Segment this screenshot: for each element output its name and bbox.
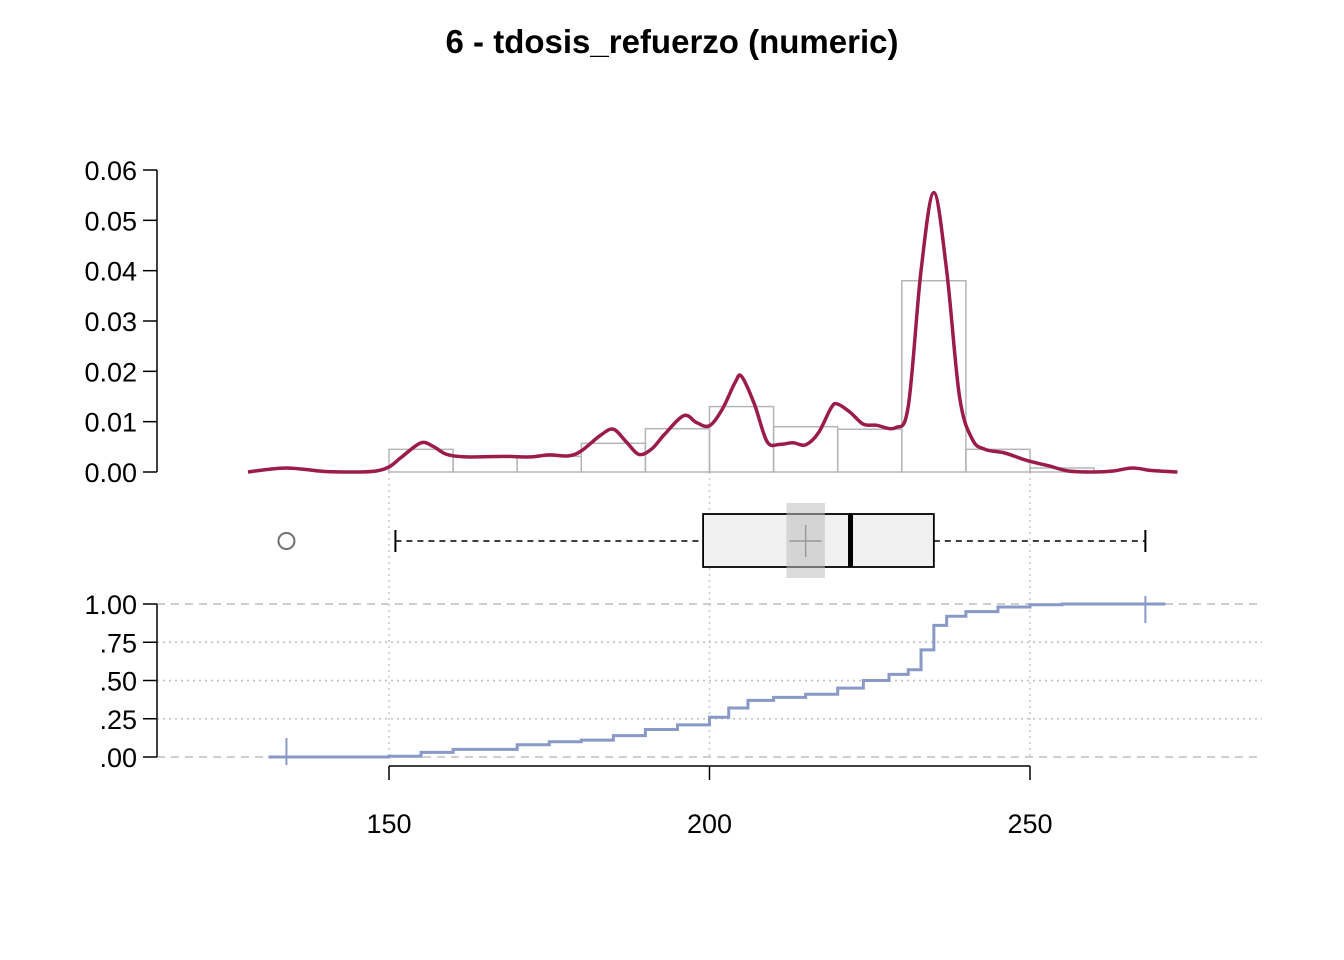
hist-y-tick-label: 0.04 (84, 257, 137, 287)
ecdf-step-line (286, 602, 1146, 759)
histogram-bar (452, 455, 518, 473)
x-tick-label: 150 (366, 809, 411, 839)
chart-title: 6 - tdosis_refuerzo (numeric) (446, 23, 899, 60)
hist-y-tick-label: 0.05 (84, 206, 137, 236)
histogram-bar (772, 425, 839, 473)
ecdf-y-tick-label: 1.00 (84, 590, 137, 620)
histogram-bar (836, 428, 903, 473)
histogram-bar (644, 427, 711, 473)
hist-y-tick-label: 0.03 (84, 307, 137, 337)
hist-y-tick-label: 0.02 (84, 357, 137, 387)
ecdf-plot (268, 596, 1166, 765)
hist-y-tick-label: 0.01 (84, 408, 137, 438)
histogram-bar (516, 455, 583, 473)
ecdf-y-tick-label: .00 (99, 743, 137, 773)
hist-y-tick-label: 0.06 (84, 156, 137, 186)
ecdf-y-tick-label: .50 (99, 667, 137, 697)
hist-y-tick-label: 0.00 (84, 458, 137, 488)
histogram (388, 279, 1095, 473)
outlier-point (277, 532, 296, 550)
histogram-bar (580, 442, 647, 473)
density-line (247, 190, 1178, 474)
axes: 0.00 0.01 0.02 0.03 0.04 0.05 0.06 .00 .25 .50 .75… (84, 156, 1052, 839)
density-curve (247, 190, 1178, 474)
x-tick-label: 250 (1007, 809, 1052, 839)
histogram-bar (901, 279, 967, 473)
ecdf-y-tick-label: .75 (99, 628, 137, 658)
x-tick-label: 200 (687, 809, 732, 839)
boxplot (277, 503, 1147, 578)
ecdf-y-tick-label: .25 (99, 705, 137, 735)
